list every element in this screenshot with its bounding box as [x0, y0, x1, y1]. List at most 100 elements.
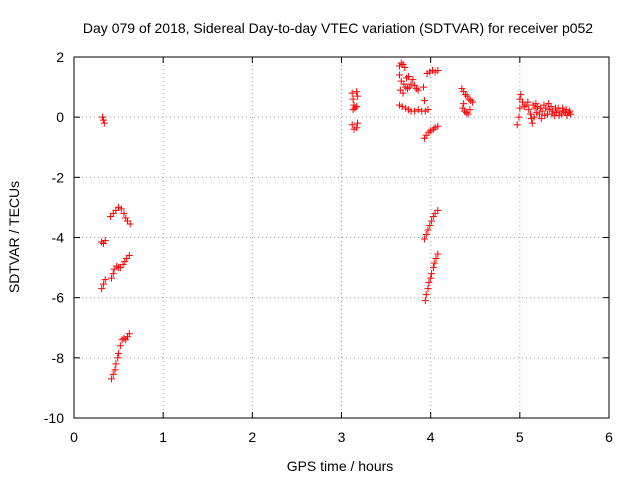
- data-point: [120, 334, 128, 342]
- data-point: [563, 112, 571, 120]
- data-point: [458, 85, 466, 93]
- data-point: [420, 235, 428, 243]
- data-point: [422, 230, 430, 238]
- data-point: [465, 95, 473, 103]
- data-point: [125, 330, 133, 338]
- data-point: [353, 103, 361, 111]
- y-tick-label: 2: [56, 49, 64, 65]
- data-point: [426, 221, 434, 229]
- data-point: [101, 276, 109, 284]
- data-point: [562, 106, 570, 114]
- data-point: [420, 97, 428, 105]
- data-point: [463, 92, 471, 100]
- data-point: [109, 270, 117, 278]
- data-point: [525, 106, 533, 114]
- data-point: [567, 110, 575, 118]
- data-point: [403, 85, 411, 93]
- data-point: [527, 110, 535, 118]
- data-points: [98, 59, 575, 383]
- data-point: [548, 110, 556, 118]
- data-point: [125, 252, 133, 260]
- data-point: [397, 59, 405, 67]
- data-point: [434, 206, 442, 214]
- data-point: [353, 124, 361, 132]
- data-point: [425, 128, 433, 136]
- data-point: [424, 106, 432, 114]
- data-point: [99, 116, 107, 124]
- data-point: [117, 205, 125, 213]
- data-point: [414, 106, 422, 114]
- data-point: [530, 113, 538, 121]
- data-point: [101, 237, 109, 245]
- data-point: [420, 83, 428, 91]
- data-point: [460, 100, 468, 108]
- x-tick-label: 4: [427, 429, 435, 445]
- data-point: [114, 354, 122, 362]
- data-point: [399, 89, 407, 97]
- data-point: [395, 62, 403, 70]
- data-point: [354, 92, 362, 100]
- data-point: [99, 113, 107, 121]
- axis-ticks: [73, 56, 610, 419]
- data-point: [461, 107, 469, 115]
- y-tick-label: 0: [56, 109, 64, 125]
- data-point: [354, 119, 362, 127]
- y-tick-label: -6: [52, 290, 65, 306]
- data-point: [407, 80, 415, 88]
- y-tick-label: -2: [52, 169, 65, 185]
- data-point: [349, 106, 357, 114]
- data-point: [427, 274, 435, 282]
- data-point: [513, 121, 521, 129]
- data-point: [401, 64, 409, 72]
- data-point: [412, 85, 420, 93]
- chart-title: Day 079 of 2018, Sidereal Day-to-day VTE…: [83, 20, 593, 36]
- data-point: [424, 285, 432, 293]
- data-point: [411, 82, 419, 90]
- y-tick-label: -8: [52, 350, 65, 366]
- data-point: [348, 89, 356, 97]
- data-point: [120, 209, 128, 217]
- data-point: [115, 349, 123, 357]
- data-point: [517, 91, 525, 99]
- data-point: [109, 370, 117, 378]
- data-point: [400, 80, 408, 88]
- data-point: [107, 274, 115, 282]
- x-tick-label: 2: [248, 429, 256, 445]
- x-tick-label: 6: [605, 429, 613, 445]
- data-point: [459, 104, 467, 112]
- data-point: [395, 71, 403, 79]
- data-point: [122, 214, 130, 222]
- data-point: [461, 91, 469, 99]
- data-point: [538, 107, 546, 115]
- data-point: [515, 113, 523, 121]
- data-point: [529, 101, 537, 109]
- data-point: [98, 238, 106, 246]
- data-point: [432, 255, 440, 263]
- data-point: [119, 261, 127, 269]
- data-point: [559, 104, 567, 112]
- data-point: [464, 110, 472, 118]
- data-point: [555, 112, 563, 120]
- data-point: [409, 76, 417, 84]
- data-point: [520, 103, 528, 111]
- data-point: [434, 122, 442, 130]
- data-point: [545, 106, 553, 114]
- data-point: [429, 212, 437, 220]
- data-point: [126, 220, 134, 228]
- data-point: [348, 121, 356, 129]
- data-point: [349, 95, 357, 103]
- data-point: [122, 336, 130, 344]
- data-point: [99, 240, 107, 248]
- data-point: [112, 360, 120, 368]
- x-tick-label: 5: [516, 429, 524, 445]
- data-point: [124, 333, 131, 341]
- data-point: [434, 250, 442, 258]
- data-point: [424, 226, 432, 234]
- y-tick-labels: 2 0 -2 -4 -6 -8 -10: [44, 49, 64, 426]
- data-point: [516, 104, 524, 112]
- data-point: [460, 88, 468, 96]
- y-tick-label: -10: [44, 410, 64, 426]
- data-point: [544, 100, 552, 108]
- data-point: [429, 125, 437, 133]
- data-point: [403, 74, 411, 82]
